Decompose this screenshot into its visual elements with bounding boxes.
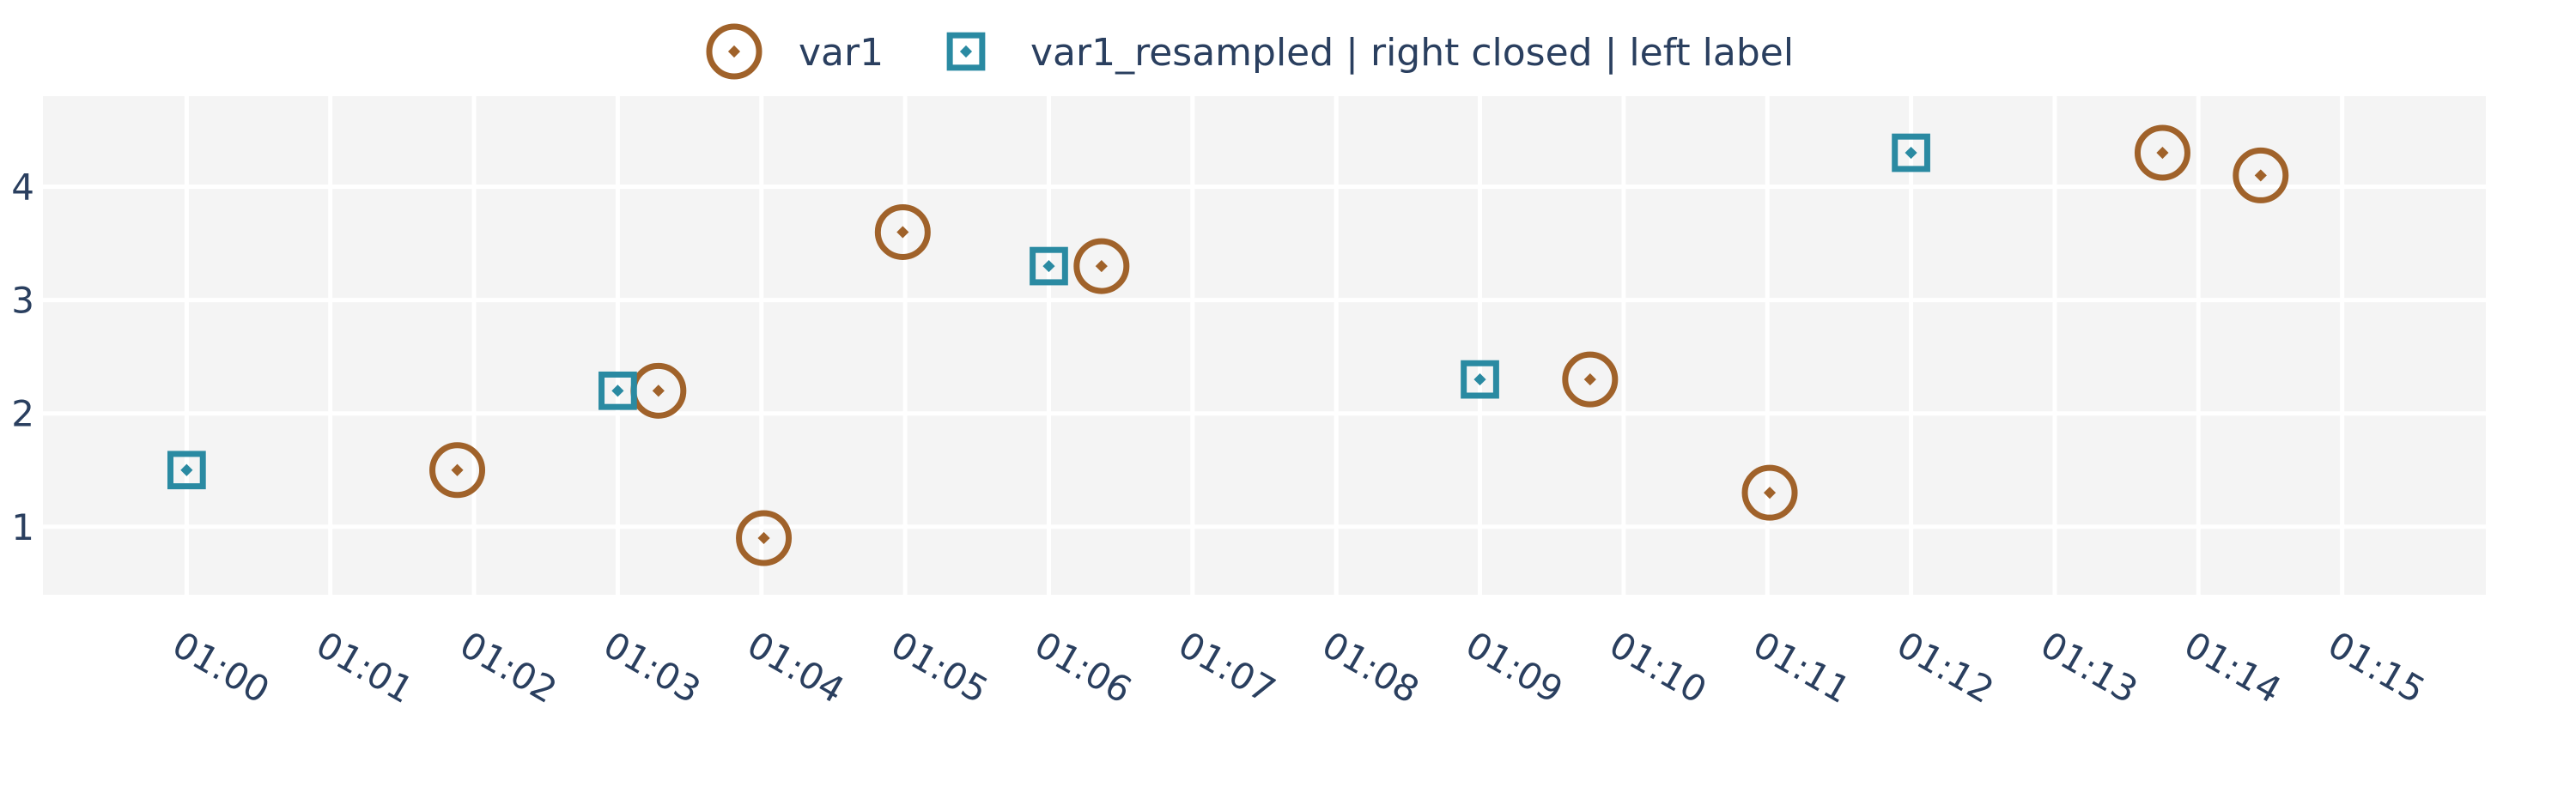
marker-circle [1741,464,1798,521]
x-tick-label: 01:12 [1890,623,2001,711]
marker-circle [706,23,762,80]
marker-square [946,32,986,71]
marker-dot [180,463,193,476]
y-tick-label: 2 [11,393,34,435]
y-tick-label: 3 [11,280,34,322]
marker-dot [611,384,624,397]
point-circle [736,510,793,566]
marker-dot [451,463,464,476]
marker-circle [736,510,793,566]
x-tick-label: 01:15 [2321,623,2432,711]
legend-label: var1 [799,31,884,75]
x-tick-label: 01:09 [1459,623,1570,711]
x-tick-label: 01:02 [453,623,563,711]
marker-dot [1583,373,1596,386]
x-tick-label: 01:01 [309,623,420,711]
marker-square [1030,246,1068,286]
legend[interactable]: var1 var1_resampled | right closed | left… [706,23,1794,80]
point-circle [1562,351,1619,408]
point-square [598,371,637,410]
marker-circle [429,442,486,499]
data-points [167,124,2289,566]
marker-dot [652,384,665,397]
x-tick-label: 01:04 [740,623,851,711]
y-tick-label: 4 [11,166,34,209]
marker-dot [896,226,909,239]
x-tick-label: 01:07 [1171,623,1282,711]
plot-area [43,96,2486,595]
marker-square [1461,360,1499,399]
point-circle [874,203,931,260]
marker-circle [874,203,931,260]
x-tick-label: 01:13 [2033,623,2144,711]
marker-dot [1473,373,1486,386]
x-tick-label: 01:08 [1315,623,1426,711]
y-axis-ticks: 1 2 3 4 [11,166,34,548]
x-tick-label: 01:14 [2178,623,2288,711]
marker-circle [1073,238,1130,294]
marker-dot [1042,259,1055,273]
x-axis-ticks: 01:00 01:01 01:02 01:03 01:04 01:05 01:06 01:07… [166,623,2433,711]
x-tick-label: 01:11 [1747,623,1857,711]
marker-dot [757,531,770,545]
x-tick-label: 01:10 [1602,623,1713,711]
marker-dot [727,45,741,58]
x-tick-label: 01:03 [597,623,708,711]
legend-symbol [706,23,762,80]
marker-square [167,451,206,490]
x-tick-label: 01:06 [1028,623,1139,711]
marker-circle [2233,147,2289,203]
x-tick-label: 01:00 [166,623,276,711]
marker-dot [1095,259,1108,273]
legend-label: var1_resampled | right closed | left lab… [1030,31,1794,75]
legend-symbol [946,32,986,71]
y-tick-label: 1 [11,506,34,548]
marker-circle [2134,124,2190,181]
marker-square [1892,133,1930,172]
point-circle [1073,238,1130,294]
point-square [167,451,206,490]
legend-item[interactable]: var1 [706,23,884,80]
point-square [1030,246,1068,286]
marker-dot [959,45,973,58]
point-square [1461,360,1499,399]
x-tick-label: 01:05 [884,623,995,711]
legend-item[interactable]: var1_resampled | right closed | left lab… [946,31,1794,75]
marker-square [598,371,637,410]
point-circle [429,442,486,499]
marker-circle [1562,351,1619,408]
gridlines [43,96,2486,595]
